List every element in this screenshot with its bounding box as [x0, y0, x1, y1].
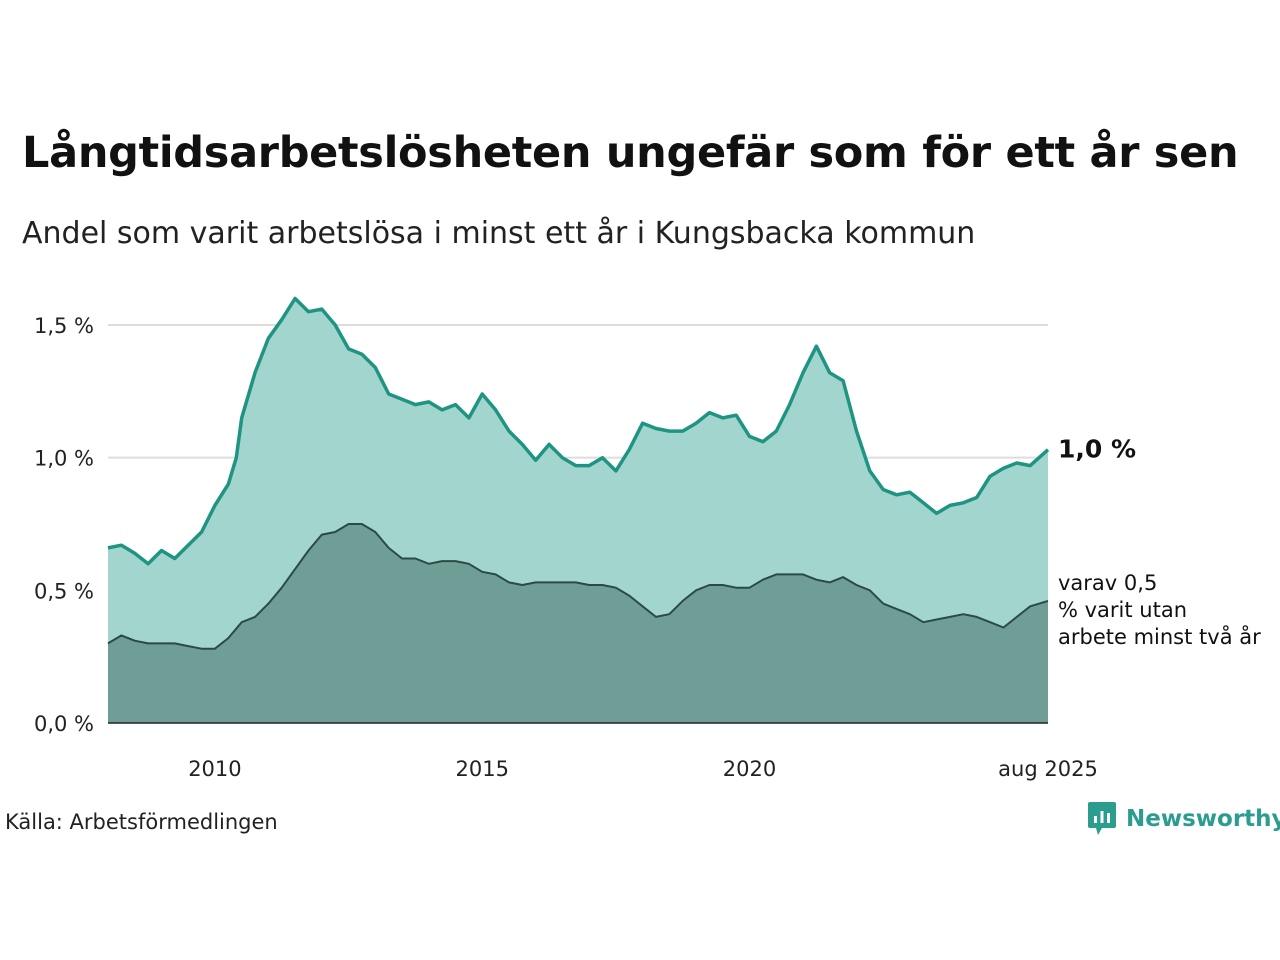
source-note: Källa: Arbetsförmedlingen	[5, 810, 278, 834]
series-long-term-end-label: varav 0,5 % varit utan arbete minst två år	[1058, 571, 1261, 649]
end-label-line: arbete minst två år	[1058, 624, 1261, 649]
x-tick-label: aug 2025	[998, 757, 1098, 781]
x-tick-label: 2020	[723, 757, 776, 781]
y-tick-label: 1,0 %	[34, 447, 94, 471]
y-axis-ticks: 0,0 % 0,5 % 1,0 % 1,5 %	[34, 314, 94, 736]
series-total-end-label: 1,0 %	[1058, 435, 1136, 464]
brand-name: Newsworthy	[1126, 806, 1280, 832]
series-long-term-area	[108, 524, 1048, 723]
newsworthy-logo-icon	[1088, 802, 1116, 835]
x-axis-ticks: 2010 2015 2020 aug 2025	[188, 757, 1098, 781]
y-tick-label: 0,5 %	[34, 579, 94, 603]
y-tick-label: 0,0 %	[34, 712, 94, 736]
brand-logo[interactable]: Newsworthy	[1088, 802, 1280, 836]
end-label-line: % varit utan	[1058, 598, 1187, 622]
chart-title: Långtidsarbetslösheten ungefär som för e…	[22, 128, 1239, 178]
x-tick-label: 2010	[188, 757, 241, 781]
y-tick-label: 1,5 %	[34, 314, 94, 338]
series-long-term-line	[107, 523, 1049, 650]
end-label-line: varav 0,5	[1058, 571, 1157, 595]
x-tick-label: 2015	[455, 757, 508, 781]
series-total-line	[107, 296, 1050, 566]
chart-subtitle: Andel som varit arbetslösa i minst ett å…	[22, 216, 976, 251]
